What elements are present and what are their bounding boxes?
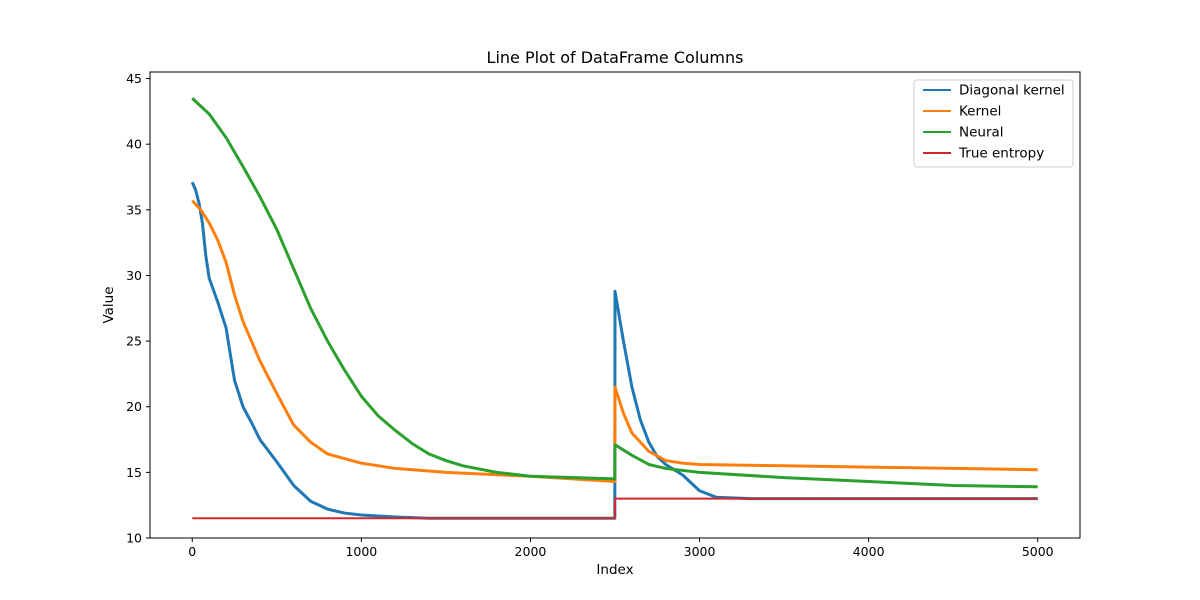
y-tick-label: 20	[126, 399, 142, 414]
legend-label-neural: Neural	[959, 125, 1004, 141]
series-line-true-entropy	[192, 497, 1038, 520]
series-line-neural	[191, 97, 1038, 489]
x-axis: 0 1000 2000 3000 4000 5000	[188, 538, 1054, 559]
y-tick-label: 30	[126, 268, 142, 283]
x-tick-label: 2000	[515, 544, 547, 559]
x-tick-label: 5000	[1022, 544, 1054, 559]
plot-area	[190, 97, 1038, 520]
y-tick-label: 35	[126, 202, 142, 217]
x-tick-label: 3000	[684, 544, 716, 559]
chart-title: Line Plot of DataFrame Columns	[487, 48, 744, 67]
y-axis-label: Value	[101, 286, 117, 323]
legend-label-diagonal-kernel: Diagonal kernel	[959, 83, 1065, 99]
series-line-kernel	[191, 199, 1038, 484]
legend: Diagonal kernel Kernel Neural True entropy	[913, 79, 1074, 168]
plot-frame	[149, 71, 1081, 539]
x-tick-label: 4000	[853, 544, 885, 559]
legend-label-true-entropy: True entropy	[958, 146, 1044, 162]
y-tick-label: 45	[126, 71, 142, 86]
y-axis: 10 15 20 25 30 35 40 45	[126, 71, 150, 546]
legend-box	[913, 79, 1074, 168]
x-axis-label: Index	[596, 562, 633, 578]
y-tick-label: 10	[126, 531, 142, 546]
x-tick-label: 0	[188, 544, 196, 559]
y-tick-label: 25	[126, 334, 142, 349]
y-tick-label: 15	[126, 465, 142, 480]
legend-label-kernel: Kernel	[959, 104, 1001, 120]
y-tick-label: 40	[126, 137, 142, 152]
x-tick-label: 1000	[345, 544, 377, 559]
